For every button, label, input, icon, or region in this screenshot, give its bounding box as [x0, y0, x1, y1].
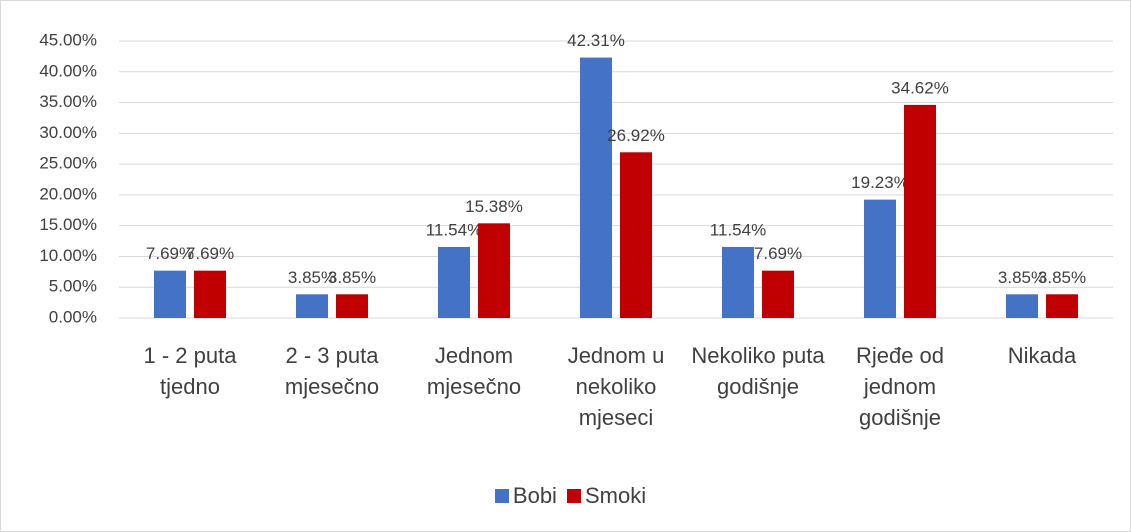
y-tick-label: 20.00% — [39, 184, 97, 203]
y-tick-label: 30.00% — [39, 123, 97, 142]
bar — [620, 152, 652, 318]
data-label: 26.92% — [607, 126, 665, 145]
bar — [296, 294, 328, 318]
bar — [1046, 294, 1078, 318]
x-tick-label: Jednom u nekoliko mjeseci — [567, 343, 665, 430]
y-tick-label: 15.00% — [39, 215, 97, 234]
data-label: 42.31% — [567, 31, 625, 50]
data-label: 34.62% — [891, 78, 949, 97]
x-tick-label: 1 - 2 puta tjedno — [143, 343, 237, 399]
legend: Bobi Smoki — [1, 483, 1130, 509]
x-tick-label: 2 - 3 puta mjesečno — [284, 343, 380, 399]
legend-label: Bobi — [512, 483, 557, 508]
y-tick-label: 45.00% — [39, 30, 97, 49]
bar — [478, 223, 510, 318]
y-tick-label: 35.00% — [39, 92, 97, 111]
data-label: 19.23% — [851, 173, 909, 192]
data-label: 7.69% — [186, 244, 234, 263]
data-label: 3.85% — [998, 268, 1046, 287]
data-label: 15.38% — [465, 197, 523, 216]
bar — [1006, 294, 1038, 318]
x-tick-label: Jednom mjesečno — [426, 343, 522, 399]
y-tick-label: 5.00% — [49, 277, 97, 296]
y-tick-label: 25.00% — [39, 154, 97, 173]
bar — [904, 104, 936, 318]
y-tick-label: 10.00% — [39, 246, 97, 265]
bar — [580, 57, 612, 319]
data-label: 11.54% — [710, 220, 766, 239]
bar — [438, 246, 470, 318]
data-label: 11.54% — [426, 220, 482, 239]
data-label: 3.85% — [288, 268, 336, 287]
data-label: 3.85% — [328, 268, 376, 287]
bar — [762, 270, 794, 318]
bar — [154, 270, 186, 318]
bar — [722, 246, 754, 318]
legend-swatch — [566, 489, 581, 503]
data-label: 7.69% — [146, 244, 194, 263]
bar — [194, 270, 226, 318]
x-tick-label: Nekoliko puta godišnje — [691, 343, 825, 399]
bar — [864, 199, 896, 318]
data-label: 7.69% — [754, 244, 802, 263]
x-tick-label: Nikada — [1007, 343, 1077, 368]
legend-swatch — [494, 489, 509, 503]
data-label: 3.85% — [1038, 268, 1086, 287]
y-tick-label: 40.00% — [39, 61, 97, 80]
y-tick-label: 0.00% — [49, 307, 97, 326]
bar — [336, 294, 368, 318]
x-tick-label: Rjeđe od jednom godišnje — [855, 343, 945, 430]
legend-label: Smoki — [584, 483, 647, 508]
